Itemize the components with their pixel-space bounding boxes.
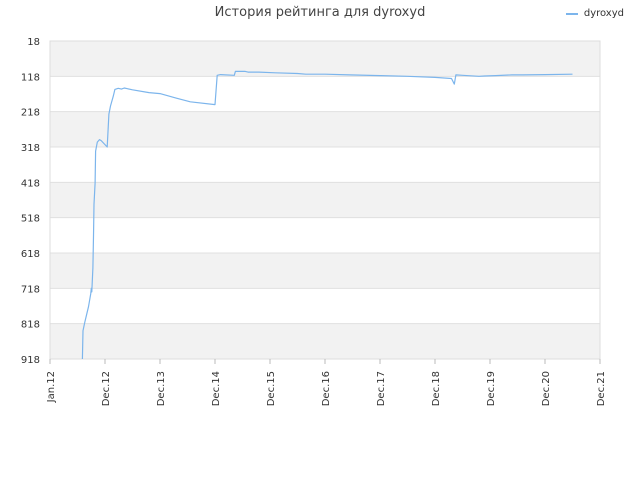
grid-band (50, 111, 600, 147)
legend-label: dyroxyd (583, 8, 624, 19)
y-tick-label: 118 (21, 72, 40, 83)
x-tick-label: Dec.12 (101, 371, 112, 406)
y-tick-label: 318 (21, 143, 40, 154)
x-tick-label: Dec.13 (156, 371, 167, 406)
grid-band (50, 41, 600, 77)
grid-band (50, 182, 600, 218)
x-tick-label: Dec.21 (596, 371, 607, 406)
y-tick-label: 418 (21, 178, 40, 189)
y-tick-label: 518 (21, 214, 40, 225)
y-tick-label: 218 (21, 108, 40, 119)
y-tick-label: 718 (21, 284, 40, 295)
y-tick-label: 918 (21, 355, 40, 366)
grid-band (50, 323, 600, 359)
grid-band (50, 147, 600, 183)
x-tick-label: Dec.15 (266, 371, 277, 406)
x-tick-label: Jan.12 (46, 371, 57, 403)
series-line (81, 70, 573, 360)
grid-band (50, 288, 600, 324)
y-tick-label: 18 (27, 37, 40, 48)
grid-band (50, 253, 600, 289)
x-tick-label: Dec.18 (431, 371, 442, 406)
x-tick-label: Dec.20 (541, 371, 552, 406)
legend-swatch (565, 12, 578, 15)
y-tick-label: 818 (21, 320, 40, 331)
legend[interactable]: dyroxyd (565, 8, 624, 19)
grid-band (50, 76, 600, 112)
x-tick-label: Dec.19 (486, 371, 497, 406)
y-tick-label: 618 (21, 249, 40, 260)
x-tick-label: Dec.17 (376, 371, 387, 406)
x-tick-label: Dec.16 (321, 371, 332, 406)
grid-band (50, 217, 600, 253)
chart-title: История рейтинга для dyroxyd (214, 5, 426, 20)
x-tick-label: Dec.14 (211, 371, 222, 406)
